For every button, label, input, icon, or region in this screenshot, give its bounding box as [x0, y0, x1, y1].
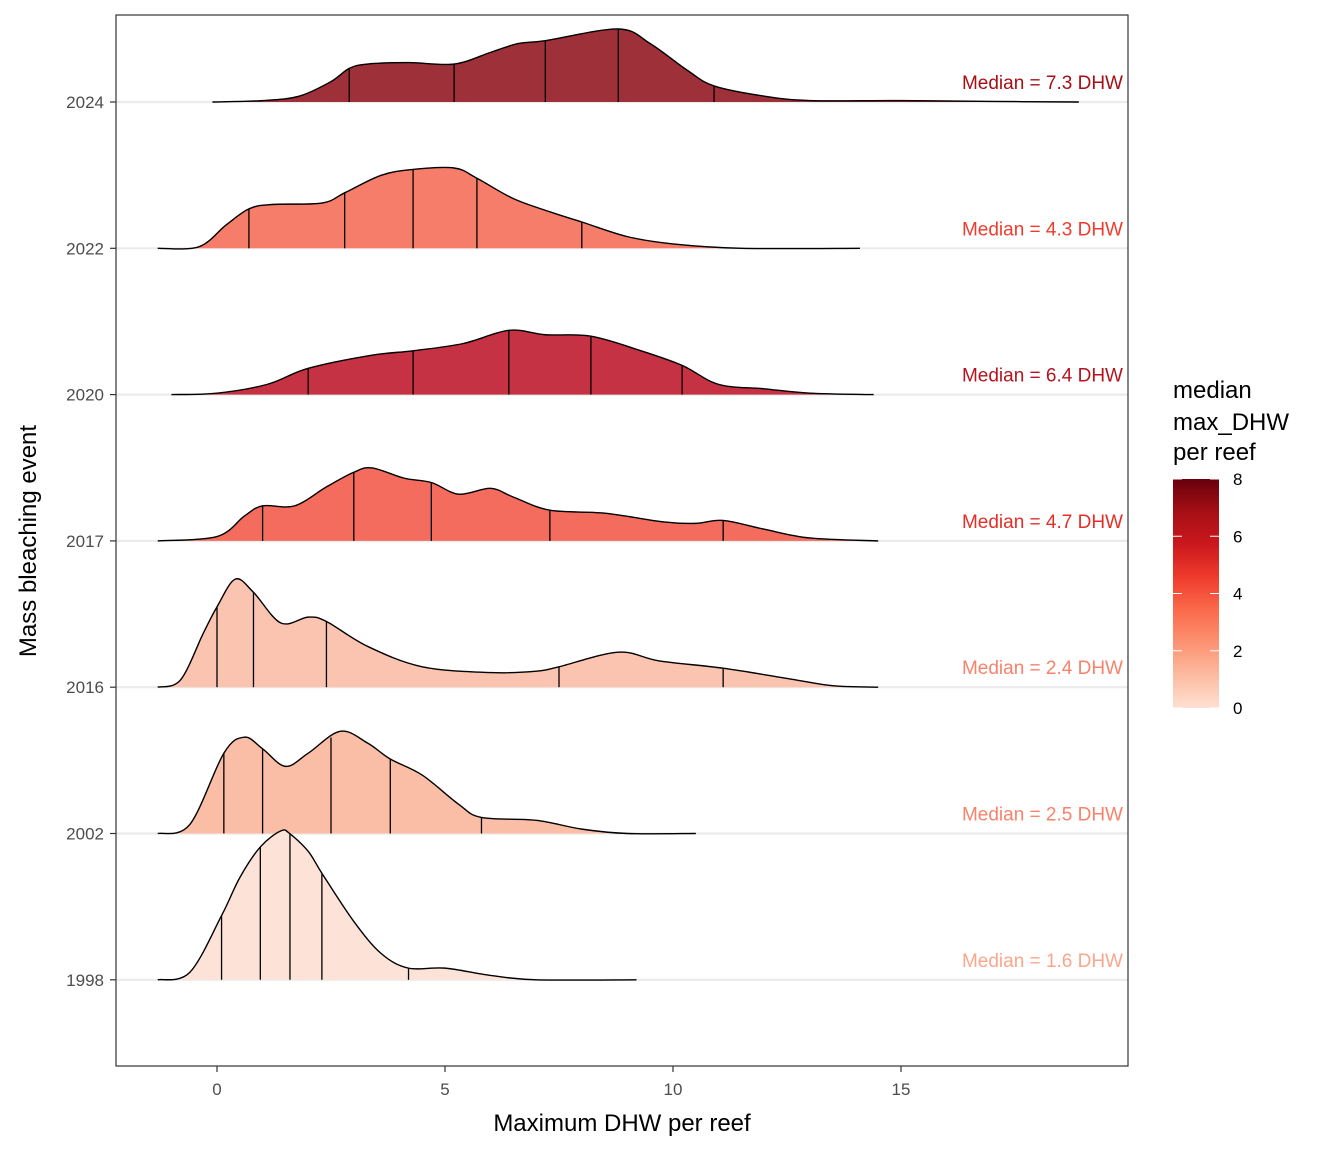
ridge-fill-2022 [157, 167, 860, 249]
x-axis-title: Maximum DHW per reef [493, 1110, 751, 1137]
y-axis: 2024 2022 2020 2017 2016 2002 1998 [66, 93, 116, 990]
ridge-outline-1998 [157, 829, 637, 981]
y-tick-label: 2020 [66, 386, 104, 405]
legend-title-line-2: max_DHW [1173, 409, 1289, 436]
y-tick-label: 1998 [66, 971, 104, 990]
legend-tick-label: 0 [1233, 699, 1242, 718]
y-tick-label: 2024 [66, 93, 104, 112]
ridge-2022 [157, 166, 860, 250]
ridge-outline-2016 [157, 578, 879, 688]
ridge-1998 [157, 829, 637, 981]
x-axis: 0 5 10 15 [212, 1066, 910, 1099]
median-label-2024: Median = 7.3 DHW [962, 73, 1123, 94]
y-axis-title: Mass bleaching event [15, 425, 42, 657]
legend-title-line-3: per reef [1173, 439, 1256, 466]
ridge-fill-1998 [157, 829, 637, 981]
ridge-2002 [157, 730, 696, 835]
ridge-fill-2020 [171, 330, 874, 395]
y-tick-label: 2022 [66, 239, 104, 258]
ridge-fill-2024 [212, 28, 1079, 102]
color-legend: median max_DHW per reef 0 2 4 6 8 [1173, 377, 1289, 718]
median-label-2002: Median = 2.5 DHW [962, 805, 1123, 826]
x-tick-label: 5 [440, 1080, 449, 1099]
ridge-outline-2024 [212, 28, 1079, 103]
legend-tick-label: 6 [1233, 527, 1242, 546]
ridge-fill-2017 [157, 467, 879, 541]
ridge-fill-2002 [157, 731, 696, 834]
ridge-outline-2022 [157, 166, 860, 250]
x-tick-label: 0 [212, 1080, 221, 1099]
median-label-2020: Median = 6.4 DHW [962, 366, 1123, 387]
median-label-2016: Median = 2.4 DHW [962, 658, 1123, 679]
y-tick-label: 2016 [66, 678, 104, 697]
ridge-2017 [157, 466, 879, 542]
ridge-outline-2020 [171, 329, 874, 396]
median-labels: Median = 7.3 DHW Median = 4.3 DHW Median =… [962, 73, 1123, 972]
x-tick-label: 10 [664, 1080, 683, 1099]
legend-tick-label: 2 [1233, 642, 1242, 661]
y-tick-label: 2017 [66, 532, 104, 551]
ridges [157, 28, 1079, 981]
legend-title-line-1: median [1173, 377, 1252, 404]
legend-tick-label: 8 [1233, 470, 1242, 489]
median-label-1998: Median = 1.6 DHW [962, 951, 1123, 972]
median-label-2022: Median = 4.3 DHW [962, 219, 1123, 240]
ridge-outline-2017 [157, 466, 879, 542]
ridge-fill-2016 [157, 578, 879, 688]
ridge-2016 [157, 578, 879, 688]
median-label-2017: Median = 4.7 DHW [962, 512, 1123, 533]
legend-tick-label: 4 [1233, 585, 1242, 604]
y-tick-label: 2002 [66, 825, 104, 844]
ridge-2020 [171, 329, 874, 396]
ridge-2024 [212, 28, 1079, 103]
ridge-outline-2002 [157, 730, 696, 835]
x-tick-label: 15 [892, 1080, 911, 1099]
